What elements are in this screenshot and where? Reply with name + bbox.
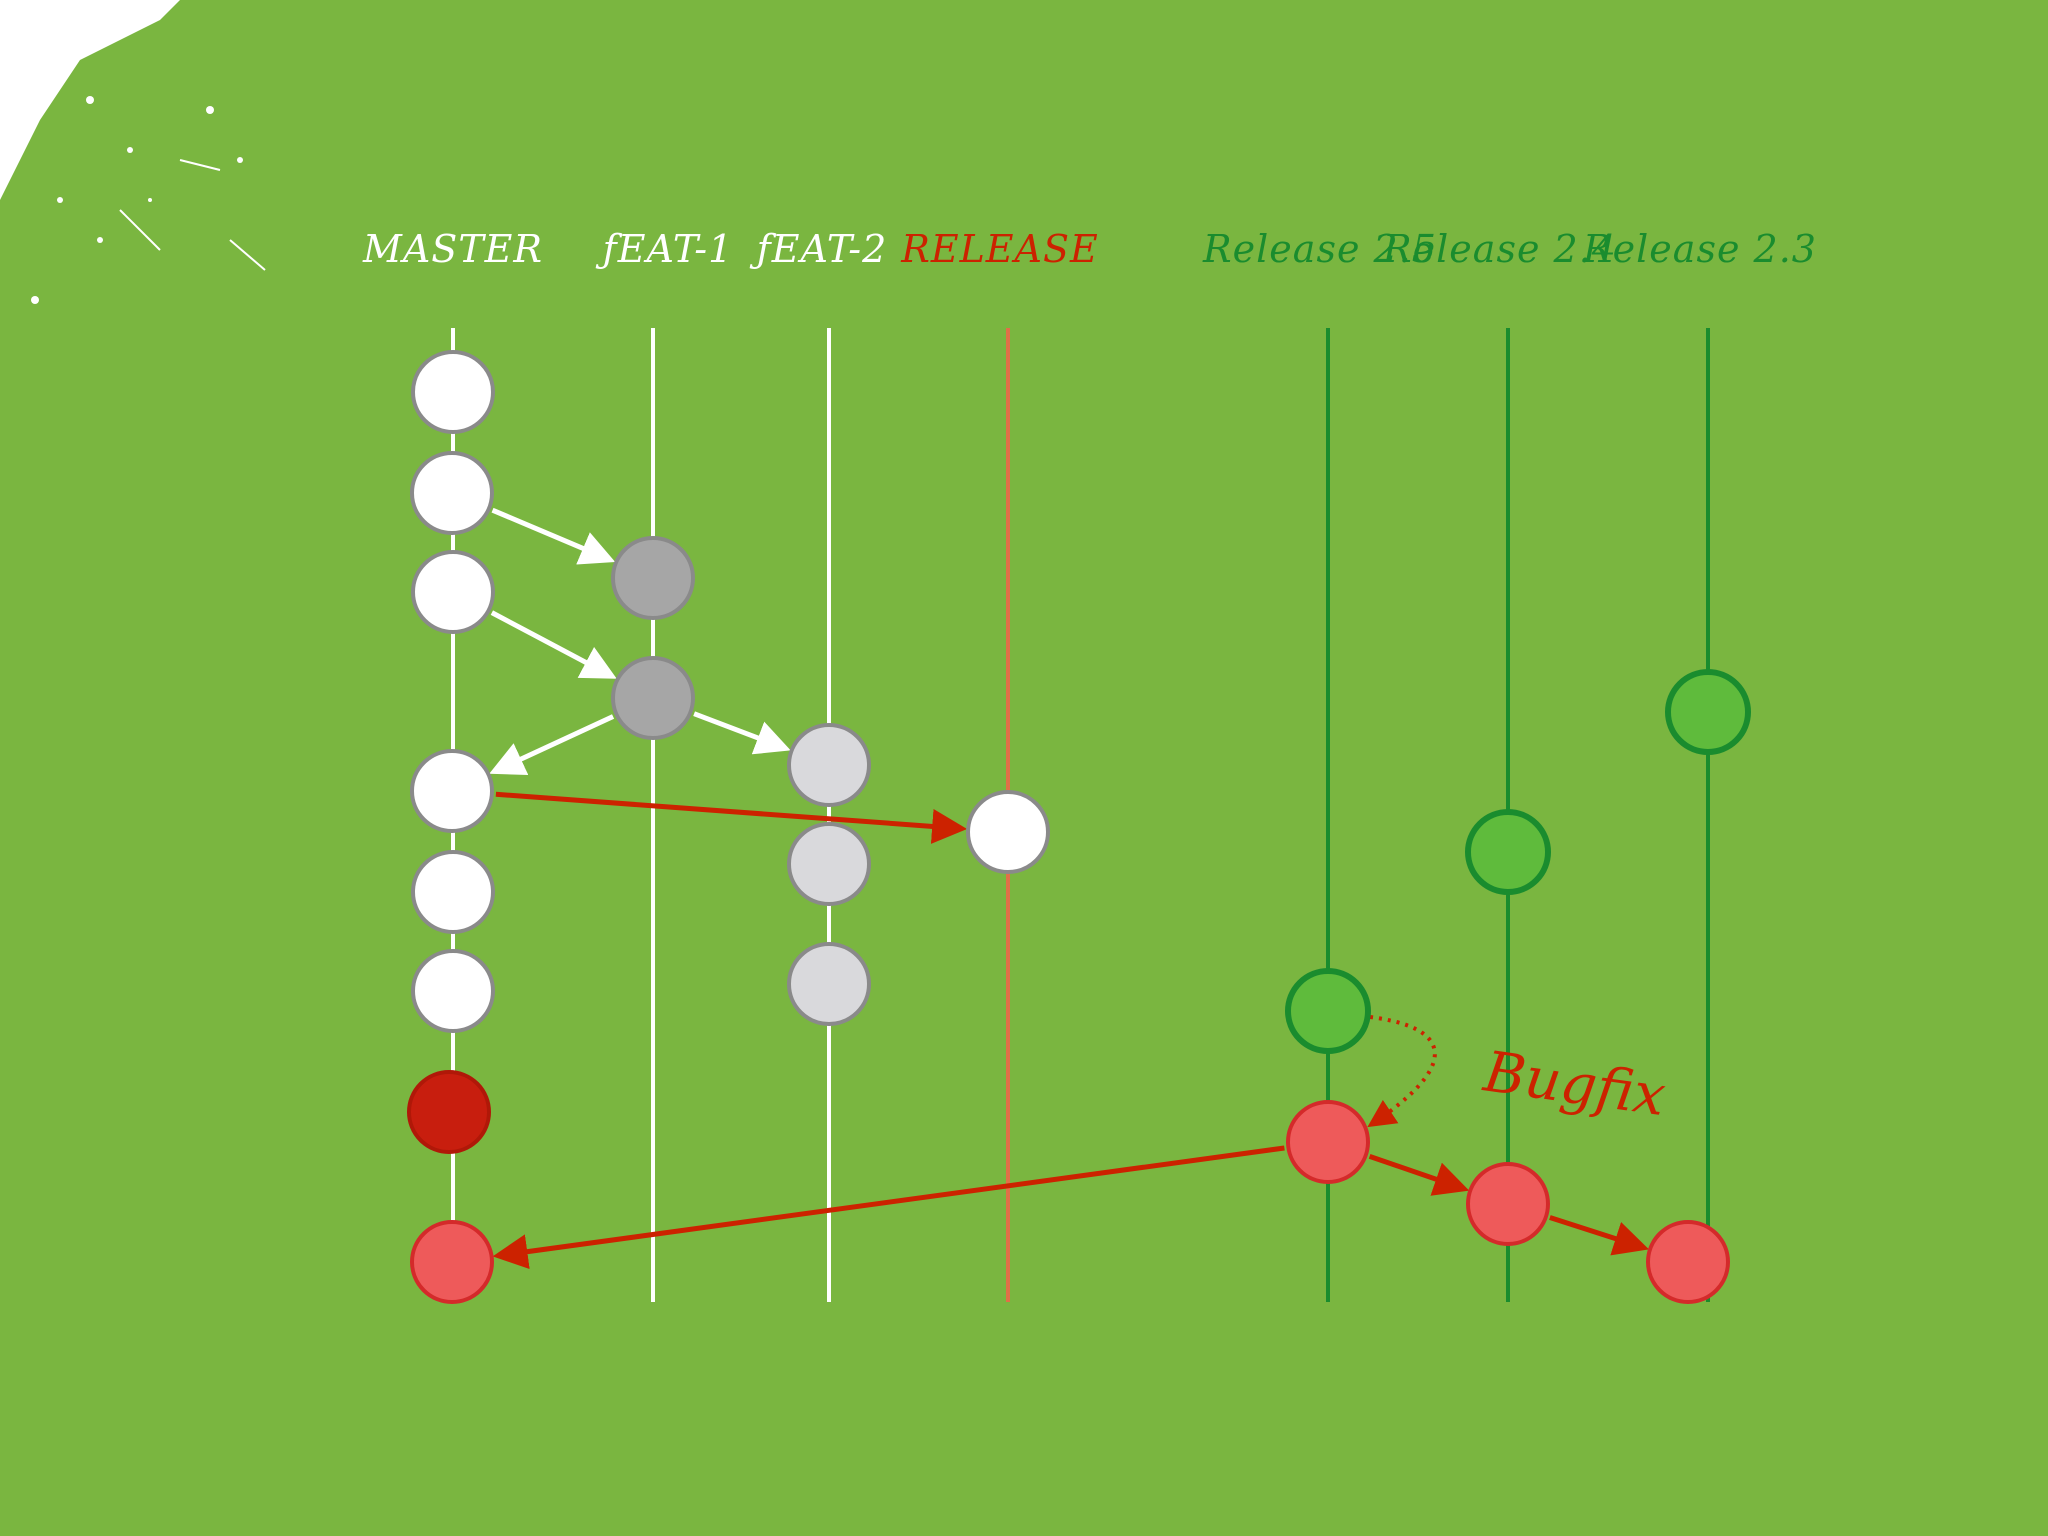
commit-node-m2 — [410, 451, 494, 535]
edge-r25a-r25b — [1367, 1015, 1437, 1128]
lane-label-r23: Release 2.3 — [1582, 227, 1817, 271]
edges — [489, 507, 1649, 1270]
lane-label-r25: Release 2.5 — [1202, 227, 1437, 271]
corner-splatter — [0, 0, 266, 304]
lane-label-feat2: ƒEAT-2 — [750, 227, 888, 271]
edge-f1b-f2a — [693, 711, 791, 755]
commit-node-r25a — [1285, 968, 1371, 1054]
commit-node-f2a — [787, 723, 871, 807]
edge-m4-rel1 — [495, 791, 968, 844]
lane-label-master: MASTER — [362, 227, 543, 271]
commit-node-r23b — [1646, 1220, 1730, 1304]
commit-node-m3 — [411, 550, 495, 634]
lane-labels: MASTER ƒEAT-1 ƒEAT-2 RELEASE Release 2.5Rele… — [362, 227, 1817, 271]
lane-label-release: RELEASE — [900, 227, 1099, 271]
commit-node-m4 — [410, 749, 494, 833]
edge-r24b-r23b — [1549, 1215, 1649, 1256]
commit-node-m8 — [410, 1220, 494, 1304]
edge-r25b-m8 — [492, 1145, 1285, 1270]
commit-node-m5 — [411, 850, 495, 934]
commit-node-f2c — [787, 942, 871, 1026]
commit-node-r25b — [1286, 1100, 1370, 1184]
commit-node-m6 — [411, 949, 495, 1033]
edge-m2-f1a — [491, 507, 616, 565]
lane-label-r24: Release 2.4 — [1382, 227, 1617, 271]
commit-node-f1a — [611, 536, 695, 620]
commit-node-m7 — [407, 1070, 491, 1154]
commit-node-m1 — [411, 350, 495, 434]
edge-r25b-r24b — [1368, 1153, 1470, 1196]
commit-node-r24a — [1465, 809, 1551, 895]
edge-m3-f1b — [490, 610, 617, 679]
commit-node-f1b — [611, 656, 695, 740]
commit-node-rel1 — [966, 790, 1050, 874]
commit-node-r23a — [1665, 669, 1751, 755]
commit-node-f2b — [787, 822, 871, 906]
commit-node-r24b — [1466, 1162, 1550, 1246]
commit-nodes — [407, 350, 1751, 1304]
lane-label-feat1: ƒEAT-1 — [596, 227, 734, 271]
edge-f1b-m4 — [489, 714, 615, 775]
